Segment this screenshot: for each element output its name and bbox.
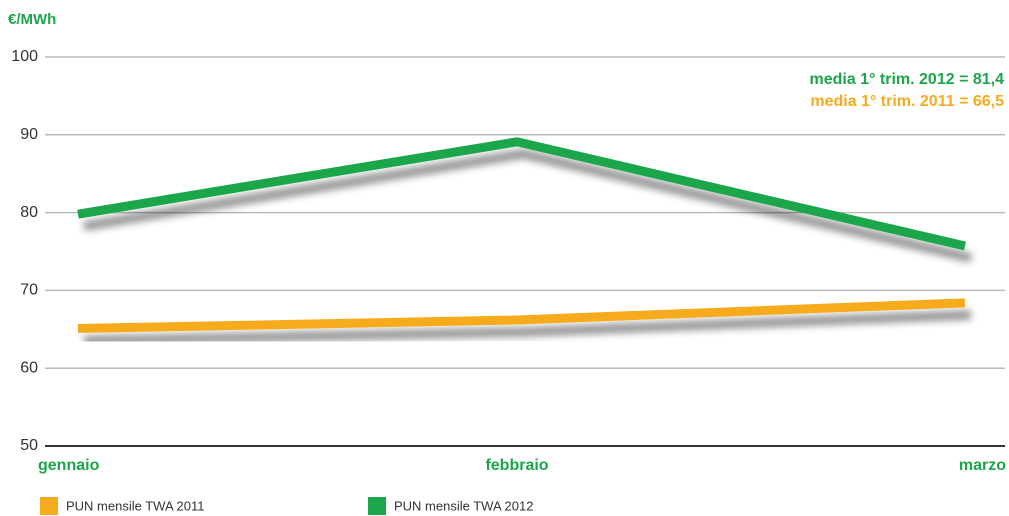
y-tick-label: 80 bbox=[20, 204, 38, 221]
legend-label: PUN mensile TWA 2012 bbox=[394, 498, 533, 513]
y-tick-label: 60 bbox=[20, 359, 38, 376]
y-tick-label: 90 bbox=[20, 126, 38, 143]
x-tick-label: marzo bbox=[959, 457, 1006, 474]
annotation: media 1° trim. 2012 = 81,4 bbox=[809, 71, 1004, 88]
series-line bbox=[77, 137, 967, 251]
series-line bbox=[77, 298, 966, 334]
y-tick-label: 100 bbox=[11, 48, 38, 65]
annotation: media 1° trim. 2011 = 66,5 bbox=[810, 93, 1004, 110]
x-tick-label: gennaio bbox=[38, 457, 100, 474]
legend-label: PUN mensile TWA 2011 bbox=[66, 498, 204, 513]
legend-swatch bbox=[368, 497, 386, 515]
y-axis-label: €/MWh bbox=[8, 11, 56, 28]
x-tick-label: febbraio bbox=[485, 457, 548, 474]
y-tick-label: 70 bbox=[20, 282, 38, 299]
y-tick-label: 50 bbox=[20, 437, 38, 454]
legend-swatch bbox=[40, 497, 58, 515]
